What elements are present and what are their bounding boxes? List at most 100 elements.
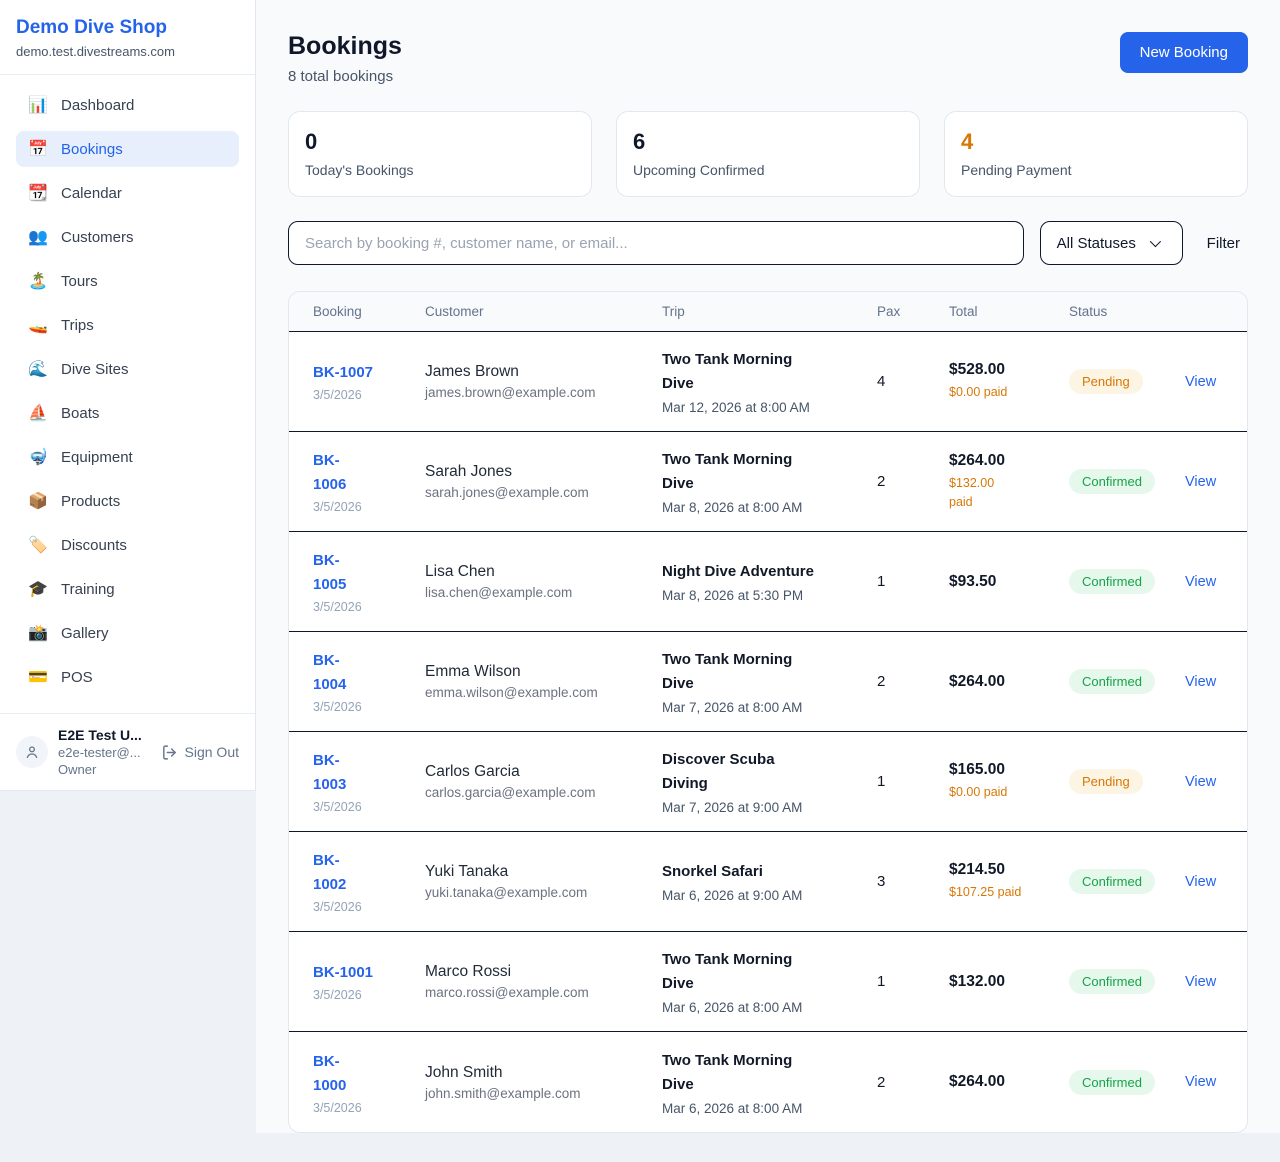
- view-link[interactable]: View: [1185, 1074, 1217, 1090]
- customer-cell: Carlos Garcia carlos.garcia@example.com: [425, 763, 662, 800]
- calendar-icon: 📆: [28, 185, 48, 202]
- sidebar-item-label: Products: [61, 492, 121, 510]
- booking-cell: BK-1001 3/5/2026: [313, 961, 425, 1002]
- trip-cell: Snorkel Safari Mar 6, 2026 at 9:00 AM: [662, 860, 877, 903]
- sidebar-item-dive-sites[interactable]: 🌊 Dive Sites: [16, 351, 239, 387]
- app-root: Demo Dive Shop demo.test.divestreams.com…: [0, 0, 1248, 1133]
- sidebar-item-calendar[interactable]: 📆 Calendar: [16, 175, 239, 211]
- sidebar-item-tours[interactable]: 🏝️ Tours: [16, 263, 239, 299]
- booking-date: 3/5/2026: [313, 500, 362, 514]
- booking-id-link[interactable]: BK- 1005: [313, 552, 347, 593]
- view-link[interactable]: View: [1185, 873, 1217, 890]
- trip-name: Two Tank Morning Dive: [662, 1051, 793, 1093]
- booking-id-link[interactable]: BK- 1004: [313, 652, 347, 693]
- status-filter-select[interactable]: All Statuses: [1039, 221, 1183, 265]
- view-link[interactable]: View: [1185, 573, 1217, 590]
- actions-cell: View: [1185, 473, 1223, 491]
- customer-name: Emma Wilson: [425, 663, 521, 680]
- user-meta: E2E Test U... e2e-tester@... Owner: [58, 727, 151, 777]
- trip-name: Night Dive Adventure: [662, 563, 814, 580]
- booking-date: 3/5/2026: [313, 800, 362, 814]
- column-header-pax: Pax: [877, 304, 901, 319]
- sign-out-button[interactable]: Sign Out: [161, 744, 239, 761]
- status-badge: Pending: [1069, 769, 1143, 794]
- view-link[interactable]: View: [1185, 673, 1217, 690]
- page-title: Bookings: [288, 32, 402, 60]
- status-badge: Confirmed: [1069, 869, 1155, 894]
- customer-name: Sarah Jones: [425, 463, 513, 480]
- total-amount: $132.00: [949, 972, 1006, 990]
- pax-value: 3: [877, 873, 886, 890]
- booking-id-link[interactable]: BK- 1006: [313, 452, 347, 493]
- sidebar-item-customers[interactable]: 👥 Customers: [16, 219, 239, 255]
- filter-row: All Statuses Filter: [288, 221, 1248, 265]
- search-input[interactable]: [288, 221, 1024, 265]
- stat-value: 6: [633, 129, 646, 154]
- stat-card-pending-payment: 4 Pending Payment: [944, 111, 1248, 197]
- status-badge: Pending: [1069, 369, 1143, 394]
- avatar: [16, 736, 48, 768]
- sidebar-item-label: Training: [61, 580, 115, 598]
- customer-name: Marco Rossi: [425, 963, 512, 980]
- booking-id-link[interactable]: BK-1007: [313, 364, 374, 381]
- chevron-down-icon: [1149, 235, 1161, 248]
- sidebar-item-training[interactable]: 🎓 Training: [16, 571, 239, 607]
- brand-name: Demo Dive Shop: [16, 17, 167, 38]
- stat-value: 0: [305, 129, 318, 154]
- sidebar-item-trips[interactable]: 🚤 Trips: [16, 307, 239, 343]
- booking-id-link[interactable]: BK- 1002: [313, 852, 347, 893]
- view-link[interactable]: View: [1185, 973, 1217, 990]
- graduation-cap-icon: 🎓: [28, 581, 48, 598]
- actions-cell: View: [1185, 373, 1223, 391]
- people-icon: 👥: [28, 229, 48, 246]
- dashboard-icon: 📊: [28, 97, 48, 114]
- customer-email: john.smith@example.com: [425, 1085, 581, 1101]
- sidebar-item-equipment[interactable]: 🤿 Equipment: [16, 439, 239, 475]
- sidebar-item-gallery[interactable]: 📸 Gallery: [16, 615, 239, 651]
- total-amount: $214.50: [949, 861, 1006, 879]
- total-amount: $93.50: [949, 572, 997, 590]
- customer-name: Yuki Tanaka: [425, 863, 509, 880]
- stat-label: Today's Bookings: [305, 162, 414, 178]
- table-row: BK- 1004 3/5/2026 Emma Wilson emma.wilso…: [289, 632, 1247, 732]
- customer-cell: Marco Rossi marco.rossi@example.com: [425, 963, 662, 1000]
- view-link[interactable]: View: [1185, 773, 1217, 790]
- booking-id-link[interactable]: BK- 1003: [313, 752, 347, 793]
- diving-mask-icon: 🤿: [28, 449, 48, 466]
- customer-cell: Lisa Chen lisa.chen@example.com: [425, 563, 662, 600]
- booking-id-link[interactable]: BK-1001: [313, 964, 374, 981]
- column-header-booking: Booking: [313, 304, 362, 319]
- page-header: Bookings 8 total bookings New Booking: [288, 32, 1248, 85]
- sidebar-item-label: Discounts: [61, 536, 127, 554]
- total-cell: $214.50 $107.25 paid: [949, 861, 1069, 902]
- booking-cell: BK- 1006 3/5/2026: [313, 449, 425, 514]
- total-amount: $165.00: [949, 761, 1006, 779]
- booking-id-link[interactable]: BK- 1000: [313, 1052, 347, 1094]
- trip-cell: Discover Scuba Diving Mar 7, 2026 at 9:0…: [662, 748, 877, 815]
- pax-value: 2: [877, 673, 886, 690]
- table-header-row: Booking Customer Trip Pax Total Status: [289, 292, 1247, 332]
- sidebar-item-pos[interactable]: 💳 POS: [16, 659, 239, 695]
- sidebar-item-dashboard[interactable]: 📊 Dashboard: [16, 87, 239, 123]
- logout-icon: [162, 744, 176, 760]
- sidebar-item-discounts[interactable]: 🏷️ Discounts: [16, 527, 239, 563]
- trip-cell: Two Tank Morning Dive Mar 12, 2026 at 8:…: [662, 348, 877, 415]
- trip-name: Two Tank Morning Dive: [662, 651, 793, 692]
- sidebar-item-bookings[interactable]: 📅 Bookings: [16, 131, 239, 167]
- sidebar-item-products[interactable]: 📦 Products: [16, 483, 239, 519]
- view-link[interactable]: View: [1185, 473, 1217, 490]
- customer-cell: James Brown james.brown@example.com: [425, 363, 662, 400]
- customer-email: sarah.jones@example.com: [425, 485, 589, 500]
- sidebar-item-boats[interactable]: ⛵ Boats: [16, 395, 239, 431]
- total-cell: $528.00 $0.00 paid: [949, 361, 1069, 402]
- filter-button[interactable]: Filter: [1199, 235, 1248, 252]
- page-title-block: Bookings 8 total bookings: [288, 32, 402, 85]
- trip-cell: Two Tank Morning Dive Mar 8, 2026 at 8:0…: [662, 448, 877, 515]
- customer-email: yuki.tanaka@example.com: [425, 885, 588, 900]
- pax-value: 4: [877, 373, 886, 390]
- status-badge: Confirmed: [1069, 1069, 1155, 1095]
- new-booking-button[interactable]: New Booking: [1119, 32, 1248, 73]
- stat-card-upcoming-confirmed: 6 Upcoming Confirmed: [616, 111, 920, 197]
- view-link[interactable]: View: [1185, 373, 1217, 390]
- speedboat-icon: 🚤: [28, 317, 48, 334]
